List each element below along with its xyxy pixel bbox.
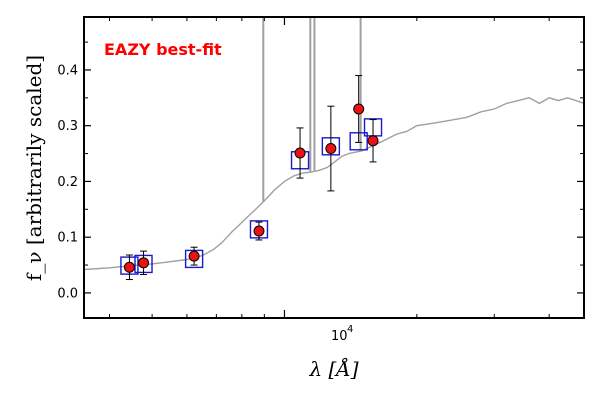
observed-flux-point (367, 135, 379, 147)
y-tick-label: 0.0 (57, 286, 78, 301)
y-axis-label: f_ν [arbitrarily scaled] (22, 55, 46, 281)
observed-flux-point (123, 261, 135, 273)
y-tick-label: 0.3 (57, 119, 78, 134)
observed-flux-point (253, 225, 265, 237)
observed-flux-point (325, 143, 337, 155)
photometry-layer (120, 75, 383, 281)
observed-flux-point (353, 103, 365, 115)
model-spectrum-layer (84, 17, 584, 271)
x-tick-exponent: 4 (347, 324, 353, 335)
x-tick-label-1e4: 10 4 (331, 324, 353, 344)
x-tick-base: 10 (331, 329, 348, 344)
observed-flux-point (188, 250, 200, 262)
y-tick-label: 0.2 (57, 175, 78, 190)
observed-flux-point (294, 147, 306, 159)
plot-frame (83, 16, 585, 319)
x-axis-label: λ [Å] (308, 356, 358, 381)
axis-ticks: 0.0 0.1 0.2 0.3 0.4 (57, 17, 584, 318)
y-tick-label: 0.1 (57, 231, 78, 246)
y-tick-label: 0.4 (57, 63, 78, 78)
annotation-label: EAZY best-fit (104, 40, 222, 59)
observed-flux-point (138, 257, 150, 269)
model-spectrum-line (84, 97, 584, 271)
